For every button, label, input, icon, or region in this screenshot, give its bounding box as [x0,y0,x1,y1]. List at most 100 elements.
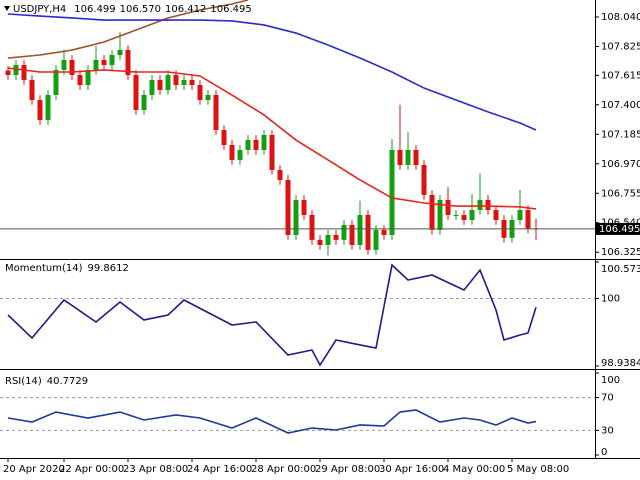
candle-body [85,69,91,86]
candle-body [333,234,339,240]
indicator-line [7,13,537,131]
candle-body [301,199,307,215]
y-tick-label: 107.615 [601,70,640,81]
candle-body [469,209,475,221]
candle-body [141,94,147,111]
candle-body [525,209,531,229]
indicator-value: 40.7729 [47,376,88,387]
y-tick-label: 70 [601,393,614,404]
x-tick-label: 5 May 08:00 [507,464,569,475]
candle-body [125,49,131,76]
candle-body [173,75,179,86]
candle-body [45,94,51,121]
ohlc-close: 106.495 [210,4,251,15]
candle-body [277,169,283,180]
price-header: USDJPY,H4 106.499 106.570 106.412 106.495 [13,4,252,15]
candle-body [205,94,211,100]
ohlc-open: 106.499 [74,4,115,15]
candle-body [309,214,315,240]
ohlc-high: 106.570 [120,4,161,15]
candle-body [285,179,291,235]
rsi-pane [0,397,595,434]
indicator-line [7,263,537,367]
candle-body [165,75,171,90]
candle-body [21,65,27,80]
candle-body [461,214,467,221]
symbol-icon [4,6,10,11]
candle-body [109,55,115,66]
candle-body [253,139,259,150]
candle-body [245,139,251,150]
ohlc-low: 106.412 [165,4,206,15]
candle-body [477,199,483,210]
y-tick-label: 98.9384 [601,358,640,369]
candle-body [349,224,355,245]
x-tick-label: 4 May 00:00 [443,464,505,475]
y-tick-label: 106.755 [601,188,640,199]
y-tick-label: 106.325 [601,247,640,258]
indicator-line [7,0,249,59]
candle-body [181,79,187,86]
candle-body [229,144,235,160]
candle-body [149,79,155,95]
x-tick-label: 23 Apr 08:00 [123,464,188,475]
candle-body [493,209,499,221]
y-tick-label: 100.5732 [601,264,640,275]
candle-body [77,75,83,86]
y-tick-label: 107.185 [601,129,640,140]
candle-body [405,149,411,166]
candle-body [317,239,323,245]
candle-body [445,199,451,215]
indicator-line [7,67,537,210]
indicator-value: 99.8612 [88,263,129,274]
candle-body [29,79,35,100]
candle-body [357,214,363,245]
candle-body [101,59,107,66]
candle-body [221,130,227,145]
candle-body [413,149,419,166]
candle-body [485,199,491,210]
candle-body [213,94,219,131]
price-pane [0,0,595,256]
y-tick-label: 100 [601,293,620,304]
x-tick-label: 28 Apr 00:00 [251,464,316,475]
candle-body [117,49,123,56]
candle-body [53,69,59,95]
candle-body [421,165,427,195]
y-tick-label: 100 [601,375,620,386]
candle-body [293,199,299,235]
y-tick-label: 108.040 [601,12,640,23]
x-tick-label: 20 Apr 2020 [3,464,65,475]
indicator-name: Momentum(14) [5,263,83,274]
rsi-header: RSI(14) 40.7729 [5,376,88,387]
candle-body [157,79,163,90]
candle-body [365,214,371,250]
candle-body [381,229,387,235]
candle-body [437,199,443,230]
candle-body [453,214,459,216]
y-tick-label: 106.970 [601,159,640,170]
candle-body [197,85,203,100]
candle-body [269,134,275,170]
candle-body [93,59,99,70]
candle-body [189,79,195,86]
candle-body [261,134,267,150]
candle-body [429,194,435,230]
candle-body [341,224,347,240]
candle-body [61,59,67,70]
x-tick-label: 29 Apr 08:00 [315,464,380,475]
candle-body [389,149,395,235]
candle-body [37,99,43,121]
momentum-header: Momentum(14) 99.8612 [5,263,129,274]
x-tick-label: 24 Apr 16:00 [187,464,252,475]
x-tick-label: 22 Apr 00:00 [59,464,124,475]
candle-body [237,149,243,160]
x-tick-label: 30 Apr 16:00 [379,464,444,475]
candle-body [373,229,379,250]
candle-body [5,70,11,76]
y-tick-label: 0 [601,447,607,458]
indicator-line [7,409,537,434]
indicator-name: RSI(14) [5,376,42,387]
